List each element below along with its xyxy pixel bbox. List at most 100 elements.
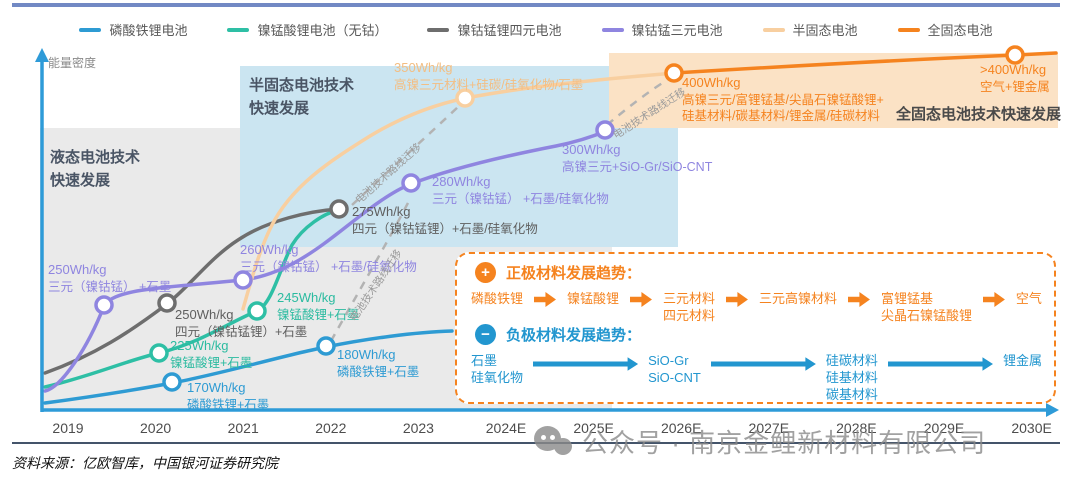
materials-trend-box: + 正极材料发展趋势： 磷酸铁锂 镍锰酸锂 三元材料 四元材料 三元高镍材料 富锂锰基 … bbox=[455, 252, 1056, 404]
x-tick-2025E: 2025E bbox=[573, 420, 614, 436]
anode-item: 石墨 硅氧化物 bbox=[471, 353, 524, 385]
x-tick-2030E: 2030E bbox=[1011, 420, 1052, 436]
x-tick-2022: 2022 bbox=[315, 420, 347, 436]
legend-swatch bbox=[762, 27, 785, 32]
region-title-semi-solid: 半固态电池技术 快速发展 bbox=[249, 77, 355, 118]
point-value: 300Wh/kg bbox=[562, 142, 621, 157]
wechat-icon bbox=[534, 424, 574, 460]
migration-arrow-3 bbox=[606, 78, 668, 126]
point-value: 170Wh/kg bbox=[187, 380, 246, 395]
point-materials: 四元（镍钴锰锂）+石墨 bbox=[175, 324, 308, 339]
point-annotation: 275Wh/kg 四元（镍钴锰锂）+石墨/硅氧化物 bbox=[352, 203, 538, 237]
legend-swatch bbox=[601, 27, 624, 32]
cathode-chain: 磷酸铁锂 镍锰酸锂 三元材料 四元材料 三元高镍材料 富锂锰基 尖晶石镍锰酸锂 空气 bbox=[471, 291, 1042, 325]
point-lfp-170 bbox=[162, 372, 182, 392]
point-annotation: 180Wh/kg 磷酸铁锂+石墨 bbox=[337, 346, 419, 380]
legend-item: 镍钴锰锂四元电池 bbox=[427, 20, 562, 39]
point-solid-400 bbox=[664, 63, 684, 83]
point-materials: 四元（镍钴锰锂）+石墨/硅氧化物 bbox=[352, 221, 538, 236]
source-note: 资料来源：亿欧智库，中国银河证券研究院 bbox=[12, 457, 278, 472]
point-annotation: 250Wh/kg 三元（镍钴锰） +石墨 bbox=[48, 261, 171, 295]
legend-item: 磷酸铁锂电池 bbox=[79, 20, 187, 39]
watermark-text: 公众号 · 南京金鲤新材料有限公司 bbox=[582, 428, 987, 458]
point-materials: 磷酸铁锂+石墨 bbox=[187, 397, 270, 412]
point-solid-400plus bbox=[1005, 45, 1025, 65]
point-annotation: 245Wh/kg 镍锰酸锂+石墨 bbox=[277, 289, 359, 323]
point-annotation: 225Wh/kg 镍锰酸锂+石墨 bbox=[170, 337, 252, 371]
point-materials: 三元（镍钴锰） +石墨/硅氧化物 bbox=[432, 191, 609, 206]
point-value: 250Wh/kg bbox=[48, 262, 107, 277]
point-value: 400Wh/kg bbox=[682, 75, 741, 90]
cathode-item: 镍锰酸锂 bbox=[566, 291, 619, 306]
x-tick-2020: 2020 bbox=[140, 420, 172, 436]
point-materials: 高镍三元+SiO-Gr/SiO-CNT bbox=[562, 159, 713, 174]
legend-label: 全固态电池 bbox=[927, 23, 993, 38]
point-annotation: 260Wh/kg 三元（镍钴锰） +石墨/硅氧化物 bbox=[240, 241, 417, 275]
point-materials: 三元（镍钴锰） +石墨/硅氧化物 bbox=[240, 259, 417, 274]
cathode-item: 空气 bbox=[1015, 291, 1042, 306]
cathode-trend-title: 正极材料发展趋势： bbox=[506, 265, 642, 282]
point-annotation: 280Wh/kg 三元（镍钴锰） +石墨/硅氧化物 bbox=[432, 173, 609, 207]
point-value: 260Wh/kg bbox=[240, 242, 299, 257]
curve-lfp bbox=[43, 329, 454, 405]
right-arrow-icon bbox=[847, 292, 870, 307]
point-materials: 三元（镍钴锰） +石墨 bbox=[48, 279, 172, 294]
top-accent-bar bbox=[12, 3, 1060, 7]
x-tick-2029E: 2029E bbox=[923, 420, 965, 436]
legend-swatch bbox=[897, 27, 920, 32]
right-arrow-icon bbox=[534, 292, 556, 307]
cathode-item: 三元高镍材料 bbox=[758, 291, 837, 306]
point-value: 225Wh/kg bbox=[170, 338, 229, 353]
right-arrow-icon bbox=[982, 292, 1005, 307]
point-ncm-300 bbox=[595, 120, 615, 140]
anode-trend-title: 负极材料发展趋势： bbox=[506, 327, 642, 344]
right-arrow-icon bbox=[887, 357, 993, 371]
point-materials: 高镍三元材料+硅碳/硅氧化物/石墨 bbox=[394, 77, 584, 92]
legend-label: 镍钴锰锂四元电池 bbox=[457, 23, 562, 38]
region-title-all-solid: 全固态电池技术快速发展 bbox=[896, 106, 1062, 123]
x-tick-2023: 2023 bbox=[402, 420, 434, 436]
point-ncm-280 bbox=[401, 173, 421, 193]
point-materials: 空气+锂金属 bbox=[980, 79, 1050, 94]
y-axis-arrowhead bbox=[35, 48, 49, 62]
point-value: 250Wh/kg bbox=[175, 307, 234, 322]
anode-chain: 石墨 硅氧化物 SiO-Gr SiO-CNT 硅碳材料 硅基材料 碳基材料 锂金属 bbox=[471, 353, 1042, 404]
point-materials: 高镍三元/富锂锰基/尖晶石镍锰酸锂+ 硅基材料/碳基材料/锂金属/硅碳材料 bbox=[682, 92, 884, 124]
point-value: 275Wh/kg bbox=[352, 204, 411, 219]
point-annotation: 350Wh/kg 高镍三元材料+硅碳/硅氧化物/石墨 bbox=[394, 59, 583, 93]
x-tick-2027E: 2027E bbox=[748, 420, 790, 436]
right-arrow-icon bbox=[533, 357, 639, 371]
point-materials: 镍锰酸锂+石墨 bbox=[277, 307, 360, 322]
point-value: 245Wh/kg bbox=[277, 290, 336, 305]
legend-label: 半固态电池 bbox=[792, 23, 858, 38]
anode-item: SiO-Gr SiO-CNT bbox=[648, 353, 701, 385]
point-annotation: 250Wh/kg 四元（镍钴锰锂）+石墨 bbox=[175, 306, 307, 340]
x-tick-2021: 2021 bbox=[227, 420, 259, 436]
right-arrow-icon bbox=[710, 357, 816, 371]
anode-item: 锂金属 bbox=[1002, 353, 1042, 368]
right-arrow-icon bbox=[629, 292, 652, 307]
legend-swatch bbox=[79, 27, 102, 32]
x-tick-2028E: 2028E bbox=[836, 420, 877, 436]
point-lfp-180 bbox=[316, 336, 336, 356]
point-quad-275 bbox=[329, 199, 349, 219]
curve-lnmo bbox=[43, 208, 341, 389]
point-semi-350 bbox=[455, 88, 475, 108]
point-value: 350Wh/kg bbox=[394, 60, 453, 75]
point-quad-250 bbox=[157, 293, 177, 313]
legend-item: 全固态电池 bbox=[897, 20, 993, 39]
legend-swatch bbox=[227, 27, 250, 32]
plus-icon: + bbox=[475, 262, 496, 283]
legend-label: 镍钴锰三元电池 bbox=[631, 23, 723, 38]
point-annotation: 300Wh/kg 高镍三元+SiO-Gr/SiO-CNT bbox=[562, 141, 712, 175]
curve-quaternary bbox=[43, 207, 341, 375]
legend-label: 磷酸铁锂电池 bbox=[109, 23, 188, 38]
region-title-liquid: 液态电池技术 快速发展 bbox=[50, 149, 141, 190]
point-annotation: >400Wh/kg 空气+锂金属 bbox=[980, 61, 1050, 95]
anode-trend-header: − 负极材料发展趋势： bbox=[475, 324, 641, 345]
point-lnmo-245 bbox=[247, 301, 267, 321]
curve-all-solid bbox=[673, 51, 1058, 75]
point-value: >400Wh/kg bbox=[980, 62, 1047, 77]
x-axis-arrowhead bbox=[1046, 403, 1059, 417]
